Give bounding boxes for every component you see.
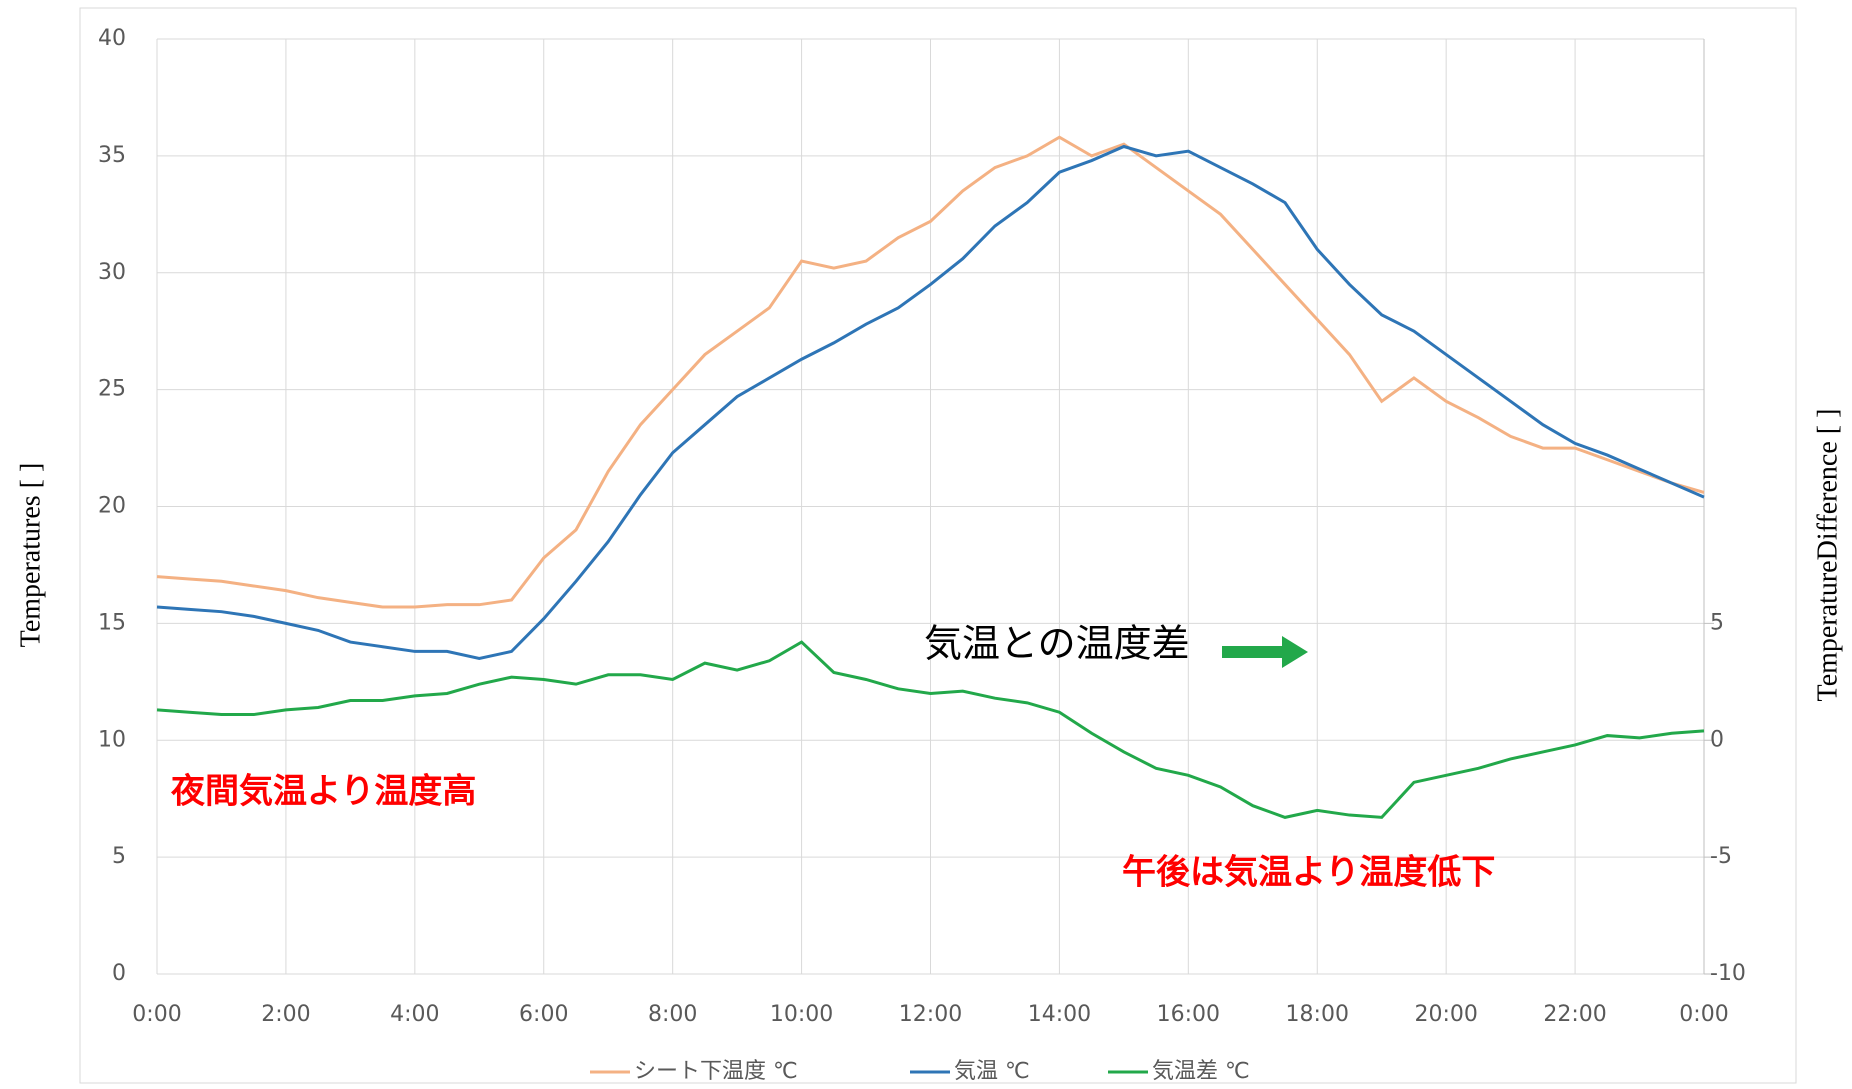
y-tick-label: 5	[112, 844, 126, 869]
legend-label: 気温 ℃	[954, 1059, 1030, 1084]
y2-tick-label: 5	[1710, 610, 1724, 635]
x-tick-label: 16:00	[1157, 1002, 1220, 1027]
x-tick-label: 0:00	[132, 1002, 181, 1027]
annotation: 夜間気温より温度高	[170, 772, 476, 812]
annotation: 午後は気温より温度低下	[1122, 853, 1495, 893]
y-axis-label: Temperatures [ ]	[15, 463, 46, 648]
x-tick-label: 10:00	[770, 1002, 833, 1027]
y2-tick-label: 0	[1710, 727, 1724, 752]
y-tick-label: 35	[98, 143, 126, 168]
x-tick-label: 6:00	[519, 1002, 568, 1027]
x-tick-label: 2:00	[261, 1002, 310, 1027]
x-tick-label: 8:00	[648, 1002, 697, 1027]
x-tick-label: 22:00	[1543, 1002, 1606, 1027]
x-tick-label: 18:00	[1286, 1002, 1349, 1027]
y2-tick-label: -5	[1710, 844, 1732, 869]
legend-label: シート下温度 ℃	[634, 1059, 798, 1084]
y-tick-label: 0	[112, 961, 126, 986]
y-tick-label: 25	[98, 377, 126, 402]
y2-tick-label: -10	[1710, 961, 1746, 986]
series-line	[156, 640, 1705, 819]
x-tick-label: 14:00	[1028, 1002, 1091, 1027]
x-tick-label: 4:00	[390, 1002, 439, 1027]
annotation: 気温との温度差	[924, 622, 1190, 666]
y2-axis-label: TemperatureDifference [ ]	[1812, 409, 1843, 702]
y-tick-label: 30	[98, 260, 126, 285]
y-tick-label: 15	[98, 610, 126, 635]
series-line	[156, 144, 1705, 660]
chart-border	[79, 7, 1797, 1084]
legend-label: 気温差 ℃	[1152, 1059, 1250, 1084]
series-line	[156, 135, 1705, 609]
y-tick-label: 10	[98, 727, 126, 752]
y-tick-label: 20	[98, 494, 126, 519]
arrow	[1222, 636, 1308, 668]
x-tick-label: 20:00	[1414, 1002, 1477, 1027]
y-tick-label: 40	[98, 26, 126, 51]
x-tick-label: 0:00	[1679, 1002, 1728, 1027]
x-tick-label: 12:00	[899, 1002, 962, 1027]
